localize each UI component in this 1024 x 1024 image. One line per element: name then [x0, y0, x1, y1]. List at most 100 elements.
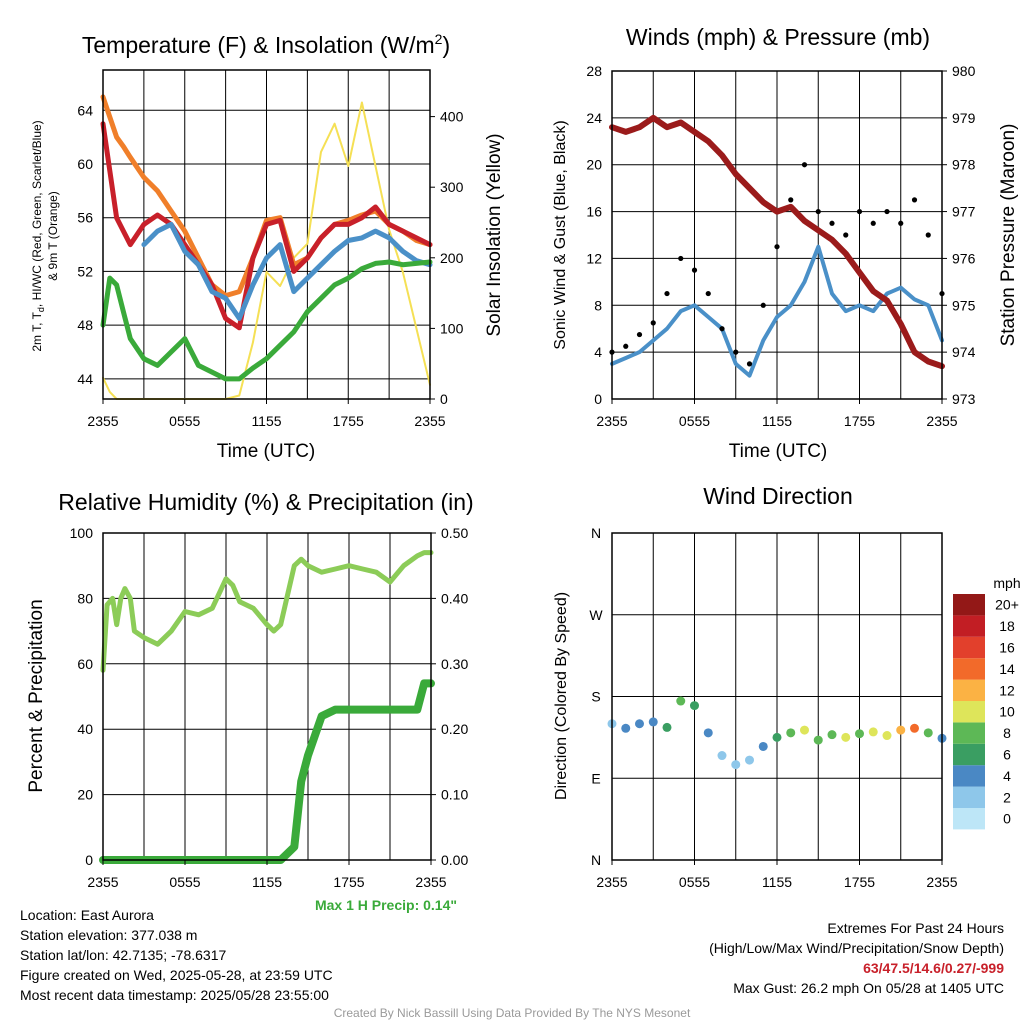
rh-tick-labels: 2355 0555 1155 1755 2355 0 20 40 60 80 100 0.00 0.10… [70, 525, 469, 890]
legend-swatch-6 [953, 743, 985, 766]
wind-xtick-4: 2355 [926, 413, 957, 429]
created-text: Figure created on Wed, 2025-05-28, at 23… [20, 967, 333, 983]
wind-series-gust-point-22 [911, 197, 918, 203]
temp-ytick-0: 44 [77, 371, 93, 387]
legend-swatch-20 [953, 594, 985, 616]
temp-series-2m-t [100, 121, 433, 331]
wind-series-gust-point-4 [664, 290, 670, 297]
wind-ytick-6: 24 [586, 110, 602, 126]
latlon-text: Station lat/lon: 42.7135; -78.6317 [20, 947, 227, 963]
temp-xtick-4: 2355 [414, 413, 445, 429]
wind-series-gust-point-6 [691, 267, 698, 273]
wind-ytick-2: 8 [594, 297, 602, 313]
wind-series-gust-point-10 [746, 361, 753, 367]
temp-y-axis-label: 2m T, Td, HI/WC (Red, Green, Scarlet/Blu… [30, 120, 46, 351]
legend-swatch-14 [953, 658, 985, 680]
dir-xtick-0: 2355 [596, 874, 627, 890]
wind-y2-axis-label: Station Pressure (Maroon) [998, 124, 1019, 347]
wind-series-gust-point-14 [801, 162, 808, 168]
legend-label-10: 10 [999, 704, 1015, 720]
wind-ytick-0: 0 [594, 391, 602, 407]
legend-label-16: 16 [999, 640, 1015, 656]
dir-y-axis-label: Direction (Colored By Speed) [553, 592, 570, 800]
dir-point-7 [703, 728, 713, 738]
rh-y2tick-3: 0.30 [441, 656, 468, 672]
location-text: Location: East Aurora [20, 907, 154, 923]
legend-swatch-18 [953, 615, 985, 637]
speed-legend: 0 2 4 6 8 10 12 14 16 18 20+ [953, 594, 1019, 830]
wind-series-gust-point-3 [650, 320, 656, 326]
legend-swatch-16 [953, 636, 985, 659]
dir-point-5 [676, 696, 686, 706]
legend-swatch-4 [953, 765, 985, 787]
rh-ytick-1: 20 [77, 787, 93, 803]
dir-ytick-3: W [589, 607, 603, 623]
wind-tick-labels: 2355 0555 1155 1755 2355 0 4 8 12 16 20 24 28 973 974 9… [586, 63, 975, 429]
legend-swatch-8 [953, 722, 985, 744]
temp-xtick-3: 1755 [333, 413, 364, 429]
wind-y2tick-1: 974 [952, 344, 976, 360]
dir-point-11 [758, 741, 768, 751]
dir-ytick-1: E [591, 770, 600, 786]
temp-x-axis-label: Time (UTC) [217, 441, 316, 462]
temp-ytick-1: 48 [77, 317, 93, 333]
wind-series-gust-point-12 [774, 244, 780, 250]
elevation-text: Station elevation: 377.038 m [20, 927, 198, 943]
rh-ytick-5: 100 [70, 525, 94, 541]
rh-ytick-4: 80 [77, 590, 93, 606]
wind-ytick-1: 4 [594, 344, 602, 360]
legend-swatch-2 [953, 786, 985, 808]
wind-series-gust-point-21 [898, 220, 904, 226]
dir-point-3 [648, 717, 658, 727]
dir-point-20 [882, 731, 892, 741]
legend-label-0: 0 [1003, 811, 1011, 827]
rh-xtick-1: 0555 [169, 874, 200, 890]
wind-y-axis-label: Sonic Wind & Gust (Blue, Black) [552, 120, 569, 349]
wind-y2tick-6: 979 [952, 110, 976, 126]
dir-point-16 [827, 730, 837, 740]
rh-ytick-2: 40 [77, 721, 93, 737]
rh-title: Relative Humidity (%) & Precipitation (i… [58, 489, 473, 515]
rh-y2tick-5: 0.50 [441, 525, 468, 541]
temp-tick-labels: 2355 0555 1155 1755 2355 44 48 52 56 60 64 0 100 200 3… [77, 102, 463, 429]
wind-series-station-pressure [609, 114, 945, 370]
temp-ytick-3: 56 [77, 210, 93, 226]
legend-label-18: 18 [999, 618, 1015, 634]
wind-series-gust-point-13 [788, 197, 794, 203]
dir-point-23 [923, 728, 933, 738]
dir-point-12 [772, 732, 782, 742]
legend-swatch-12 [953, 679, 985, 701]
wind-xtick-3: 1755 [844, 413, 875, 429]
legend-label-8: 8 [1003, 725, 1011, 741]
dir-point-4 [662, 722, 672, 732]
rh-series-relative-humidity [100, 550, 434, 673]
dir-point-9 [731, 760, 741, 770]
wind-series-gust-point-19 [870, 220, 876, 226]
wind-series-gust-point-8 [719, 326, 725, 332]
dir-xtick-2: 1155 [762, 874, 792, 890]
temp-xtick-1: 0555 [169, 413, 200, 429]
legend-label-6: 6 [1003, 747, 1011, 763]
rh-gridlines [103, 532, 431, 861]
legend-label-14: 14 [999, 661, 1015, 677]
wind-y2tick-4: 977 [952, 204, 976, 220]
humidity-panel: Relative Humidity (%) & Precipitation (i… [26, 489, 474, 913]
dir-gridlines [612, 533, 942, 860]
rh-ytick-0: 0 [85, 852, 93, 868]
dir-point-10 [745, 755, 754, 765]
wind-ytick-4: 16 [586, 204, 602, 220]
wind-series-gust-point-15 [815, 208, 821, 215]
extremes-values: 63/47.5/14.6/0.27/-999 [863, 960, 1004, 976]
temp-ytick-5: 64 [77, 102, 93, 118]
dir-point-19 [868, 727, 878, 737]
temp-series-hi-wc [141, 221, 433, 321]
legend-label-12: 12 [999, 682, 1015, 698]
wind-panel: Winds (mph) & Pressure (mb) 2355 0555 1155… [552, 24, 1019, 462]
wind-ytick-3: 12 [586, 250, 602, 266]
wind-y2tick-5: 978 [952, 157, 976, 173]
dir-point-21 [896, 725, 906, 735]
wind-series-gust-point-9 [733, 349, 739, 355]
station-info: Location: East Aurora Station elevation:… [20, 905, 333, 1005]
wind-y2tick-2: 975 [952, 297, 976, 313]
wind-ytick-5: 20 [586, 157, 602, 173]
